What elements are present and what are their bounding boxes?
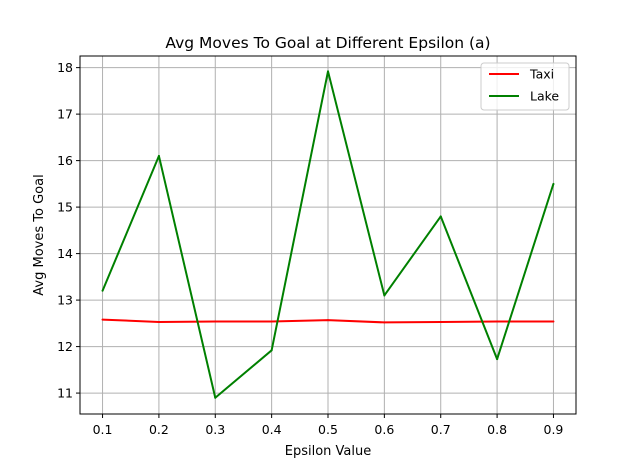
legend-label-lake: Lake — [530, 89, 559, 104]
x-tick-label: 0.7 — [431, 422, 451, 437]
y-tick-label: 16 — [57, 153, 73, 168]
x-tick-label: 0.3 — [205, 422, 225, 437]
data-point-lake — [214, 396, 217, 399]
data-point-taxi — [327, 319, 329, 322]
axis-ticks: 0.1 0.2 0.3 0.4 0.5 0.6 0.7 0.8 0.9 11 12 13 14 15 16 1… — [57, 60, 563, 437]
x-tick-label: 0.8 — [487, 422, 507, 437]
data-point-taxi — [439, 320, 442, 323]
chart-title: Avg Moves To Goal at Different Epsilon (… — [165, 34, 490, 52]
data-point-taxi — [101, 318, 104, 321]
data-point-lake — [270, 349, 273, 352]
y-tick-label: 12 — [57, 339, 73, 354]
x-tick-label: 0.9 — [544, 422, 564, 437]
x-tick-label: 0.4 — [262, 422, 282, 437]
y-tick-label: 17 — [57, 107, 73, 122]
data-point-taxi — [214, 320, 217, 323]
data-point-taxi — [157, 320, 160, 323]
data-point-lake — [157, 154, 160, 157]
x-tick-label: 0.5 — [318, 422, 338, 437]
y-tick-label: 14 — [57, 246, 73, 261]
legend-label-taxi: Taxi — [529, 67, 554, 82]
legend: Taxi Lake — [480, 62, 570, 111]
x-tick-label: 0.2 — [149, 422, 169, 437]
x-tick-label: 0.6 — [374, 422, 394, 437]
data-point-taxi — [496, 320, 499, 323]
x-tick-label: 0.1 — [93, 422, 113, 437]
data-point-lake — [327, 70, 329, 73]
y-tick-label: 11 — [57, 386, 73, 401]
data-point-lake — [496, 358, 499, 361]
y-tick-label: 13 — [57, 293, 73, 308]
x-axis-label: Epsilon Value — [285, 444, 372, 459]
data-point-taxi — [270, 320, 273, 323]
y-tick-label: 15 — [57, 200, 73, 215]
data-point-lake — [383, 294, 386, 297]
y-axis-label: Avg Moves To Goal — [32, 174, 47, 295]
data-point-lake — [439, 215, 442, 218]
data-point-taxi — [552, 320, 555, 323]
series-group — [101, 70, 555, 399]
data-point-taxi — [383, 321, 386, 324]
data-point-lake — [552, 182, 555, 185]
data-point-lake — [101, 289, 104, 292]
grid — [80, 56, 576, 414]
y-tick-label: 18 — [57, 60, 73, 75]
